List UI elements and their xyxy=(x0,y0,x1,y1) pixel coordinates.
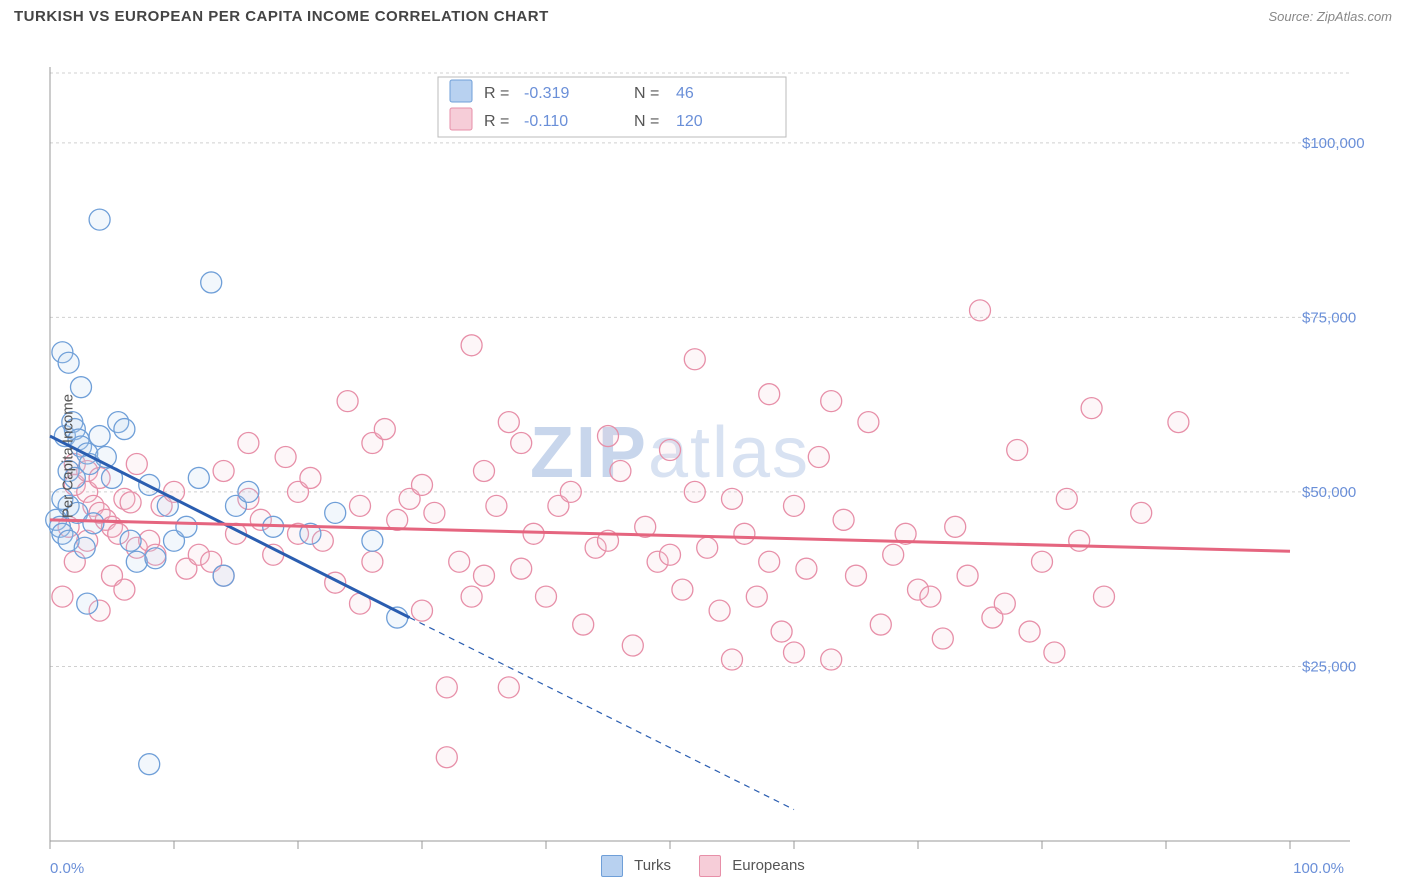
svg-text:46: 46 xyxy=(676,85,694,102)
header: TURKISH VS EUROPEAN PER CAPITA INCOME CO… xyxy=(0,0,1406,31)
svg-text:$75,000: $75,000 xyxy=(1302,309,1356,326)
footer-legend: Turks Europeans xyxy=(0,855,1406,877)
svg-text:$50,000: $50,000 xyxy=(1302,484,1356,501)
svg-text:-0.110: -0.110 xyxy=(524,113,568,130)
legend-swatch-europeans xyxy=(699,855,721,877)
legend-label-europeans: Europeans xyxy=(732,857,805,874)
svg-text:N =: N = xyxy=(634,85,659,102)
legend-swatch-turks xyxy=(601,855,623,877)
svg-text:N =: N = xyxy=(634,113,659,130)
chart-title: TURKISH VS EUROPEAN PER CAPITA INCOME CO… xyxy=(14,8,549,25)
svg-text:$100,000: $100,000 xyxy=(1302,135,1365,152)
svg-text:R =: R = xyxy=(484,85,509,102)
legend-item-europeans: Europeans xyxy=(699,855,805,877)
svg-text:$25,000: $25,000 xyxy=(1302,658,1356,675)
y-axis-label: Per Capita Income xyxy=(60,394,77,518)
svg-text:-0.319: -0.319 xyxy=(524,85,569,102)
chart-container: Per Capita Income $25,000 $50,000 $75,000 $… xyxy=(0,31,1406,881)
scatter-chart: $25,000$50,000$75,000$100,000ZIPatlasR =… xyxy=(0,31,1406,865)
svg-text:120: 120 xyxy=(676,113,703,130)
svg-text:R =: R = xyxy=(484,113,509,130)
source-label: Source: ZipAtlas.com xyxy=(1268,9,1392,24)
legend-label-turks: Turks xyxy=(634,857,671,874)
legend-item-turks: Turks xyxy=(601,855,671,877)
